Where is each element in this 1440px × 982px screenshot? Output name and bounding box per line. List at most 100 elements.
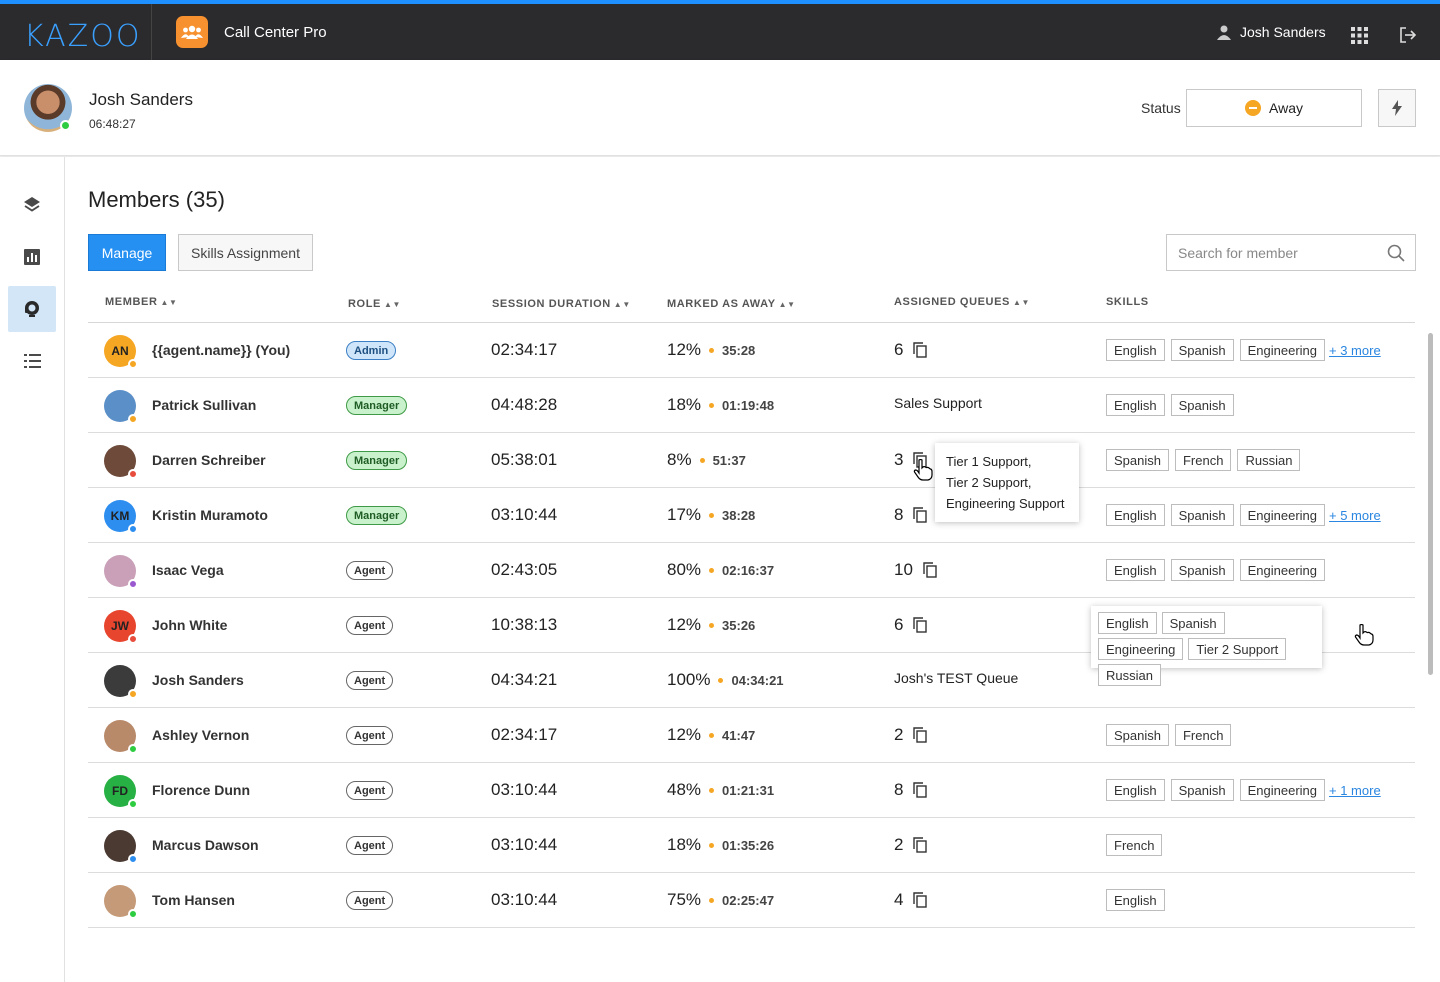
presence-dot [128,634,138,644]
call-center-app-icon[interactable] [176,16,208,48]
column-member[interactable]: MEMBER ▲▼ [105,296,178,308]
session-duration: 05:38:01 [491,450,558,469]
member-name[interactable]: Kristin Muramoto [152,507,268,523]
away-time: 35:28 [722,342,756,358]
apps-grid-icon[interactable] [1351,27,1368,49]
queues-cell: 6 [894,340,928,360]
table-row[interactable]: Josh Sanders Agent 04:34:21 100% 04:34:2… [88,653,1415,708]
copy-icon[interactable] [913,727,928,743]
avatar[interactable] [104,555,138,589]
logout-icon[interactable] [1399,26,1417,49]
skills-assignment-tab-button[interactable]: Skills Assignment [178,234,313,271]
avatar[interactable] [24,84,72,132]
quick-action-button[interactable] [1378,89,1416,127]
column-assigned-queues[interactable]: ASSIGNED QUEUES ▲▼ [894,296,1031,308]
avatar[interactable]: AN [104,335,138,369]
away-time: 04:34:21 [731,672,784,688]
member-name[interactable]: Isaac Vega [152,562,224,578]
status-dropdown[interactable]: Away [1186,89,1362,127]
avatar[interactable]: JW [104,610,138,644]
avatar[interactable]: KM [104,500,138,534]
table-row[interactable]: JW John White Agent 10:38:13 12% 35:26 6… [88,598,1415,653]
avatar[interactable] [104,445,138,479]
away-cell: 18% 01:19:48 [667,395,774,415]
avatar[interactable] [104,665,138,699]
session-duration: 03:10:44 [491,835,558,854]
role-badge: Agent [346,616,394,635]
copy-icon[interactable] [913,782,928,798]
copy-icon[interactable] [923,562,937,578]
sidebar-item-members[interactable] [8,286,56,332]
queues-tooltip: Tier 1 Support, Tier 2 Support, Engineer… [935,443,1079,522]
skill-tag: English [1098,612,1157,634]
session-duration: 02:34:17 [491,725,558,744]
away-dot [709,732,715,738]
member-name[interactable]: Florence Dunn [152,782,251,798]
away-percent: 18% [667,395,702,414]
search-icon[interactable] [1387,244,1405,262]
user-menu[interactable]: Josh Sanders [1216,24,1326,40]
table-row[interactable]: Patrick Sullivan Manager 04:48:28 18% 01… [88,378,1415,433]
search-input[interactable] [1178,235,1378,270]
away-percent: 17% [667,505,702,524]
away-time: 01:19:48 [722,397,775,413]
column-skills: SKILLS [1106,296,1149,308]
table-row[interactable]: KM Kristin Muramoto Manager 03:10:44 17%… [88,488,1415,543]
status-value: Away [1269,100,1303,116]
manage-tab-button[interactable]: Manage [88,234,166,271]
more-skills-link[interactable]: + 1 more [1329,782,1381,798]
copy-icon[interactable] [913,837,928,853]
away-dot [709,897,715,903]
avatar[interactable] [104,885,138,919]
member-name[interactable]: Patrick Sullivan [152,397,257,413]
avatar[interactable] [104,830,138,864]
scrollbar[interactable] [1428,333,1433,675]
column-session-duration[interactable]: SESSION DURATION ▲▼ [492,298,631,310]
sort-icon: ▲▼ [383,300,402,309]
column-role[interactable]: ROLE ▲▼ [348,298,402,310]
table-header: MEMBER ▲▼ ROLE ▲▼ SESSION DURATION ▲▼ MARKE… [88,292,1415,323]
avatar[interactable] [104,720,138,754]
skills-cell: Spanish French [1106,724,1232,746]
away-time: 51:37 [712,452,746,468]
skill-tag: French [1174,724,1232,746]
copy-icon[interactable] [913,342,928,358]
avatar[interactable]: FD [104,775,138,809]
skill-tag: Engineering [1239,339,1326,361]
table-row[interactable]: Darren Schreiber Manager 05:38:01 8% 51:… [88,433,1415,488]
member-name[interactable]: Tom Hansen [152,892,235,908]
sidebar-item-layers[interactable] [8,182,56,228]
table-row[interactable]: FD Florence Dunn Agent 03:10:44 48% 01:2… [88,763,1415,818]
member-name[interactable]: Marcus Dawson [152,837,259,853]
skill-tag: Russian [1098,664,1161,686]
skill-tag: Tier 2 Support [1188,638,1287,660]
skill-tag: French [1106,834,1163,856]
table-row[interactable]: Tom Hansen Agent 03:10:44 75% 02:25:47 4… [88,873,1415,928]
copy-icon[interactable] [913,892,928,908]
skills-cell: English Spanish Engineering + 3 more [1106,339,1381,361]
table-row[interactable]: Isaac Vega Agent 02:43:05 80% 02:16:37 1… [88,543,1415,598]
sidebar-item-tasks[interactable] [8,338,56,384]
copy-icon[interactable] [913,617,928,633]
table-row[interactable]: Ashley Vernon Agent 02:34:17 12% 41:47 2… [88,708,1415,763]
member-name[interactable]: John White [152,617,228,633]
table-row[interactable]: AN {{agent.name}} (You) Admin 02:34:17 1… [88,323,1415,378]
skill-tag: English [1106,779,1165,801]
queue-value: 8 [894,780,904,799]
member-name[interactable]: Josh Sanders [152,672,244,688]
column-marked-as-away[interactable]: MARKED AS AWAY ▲▼ [667,298,796,310]
avatar[interactable] [104,390,138,424]
more-skills-link[interactable]: + 5 more [1329,507,1381,523]
member-name[interactable]: Darren Schreiber [152,452,266,468]
copy-icon[interactable] [913,507,928,523]
skills-cell: French [1106,834,1163,856]
app-name[interactable]: Call Center Pro [224,24,327,41]
away-cell: 75% 02:25:47 [667,890,774,910]
more-skills-link[interactable]: + 3 more [1329,342,1381,358]
sort-icon: ▲▼ [1012,298,1031,307]
brand-logo[interactable]: KAZOO [24,19,142,54]
table-row[interactable]: Marcus Dawson Agent 03:10:44 18% 01:35:2… [88,818,1415,873]
sidebar-item-reports[interactable] [8,234,56,280]
member-name[interactable]: Ashley Vernon [152,727,250,743]
member-name[interactable]: {{agent.name}} (You) [152,342,291,358]
